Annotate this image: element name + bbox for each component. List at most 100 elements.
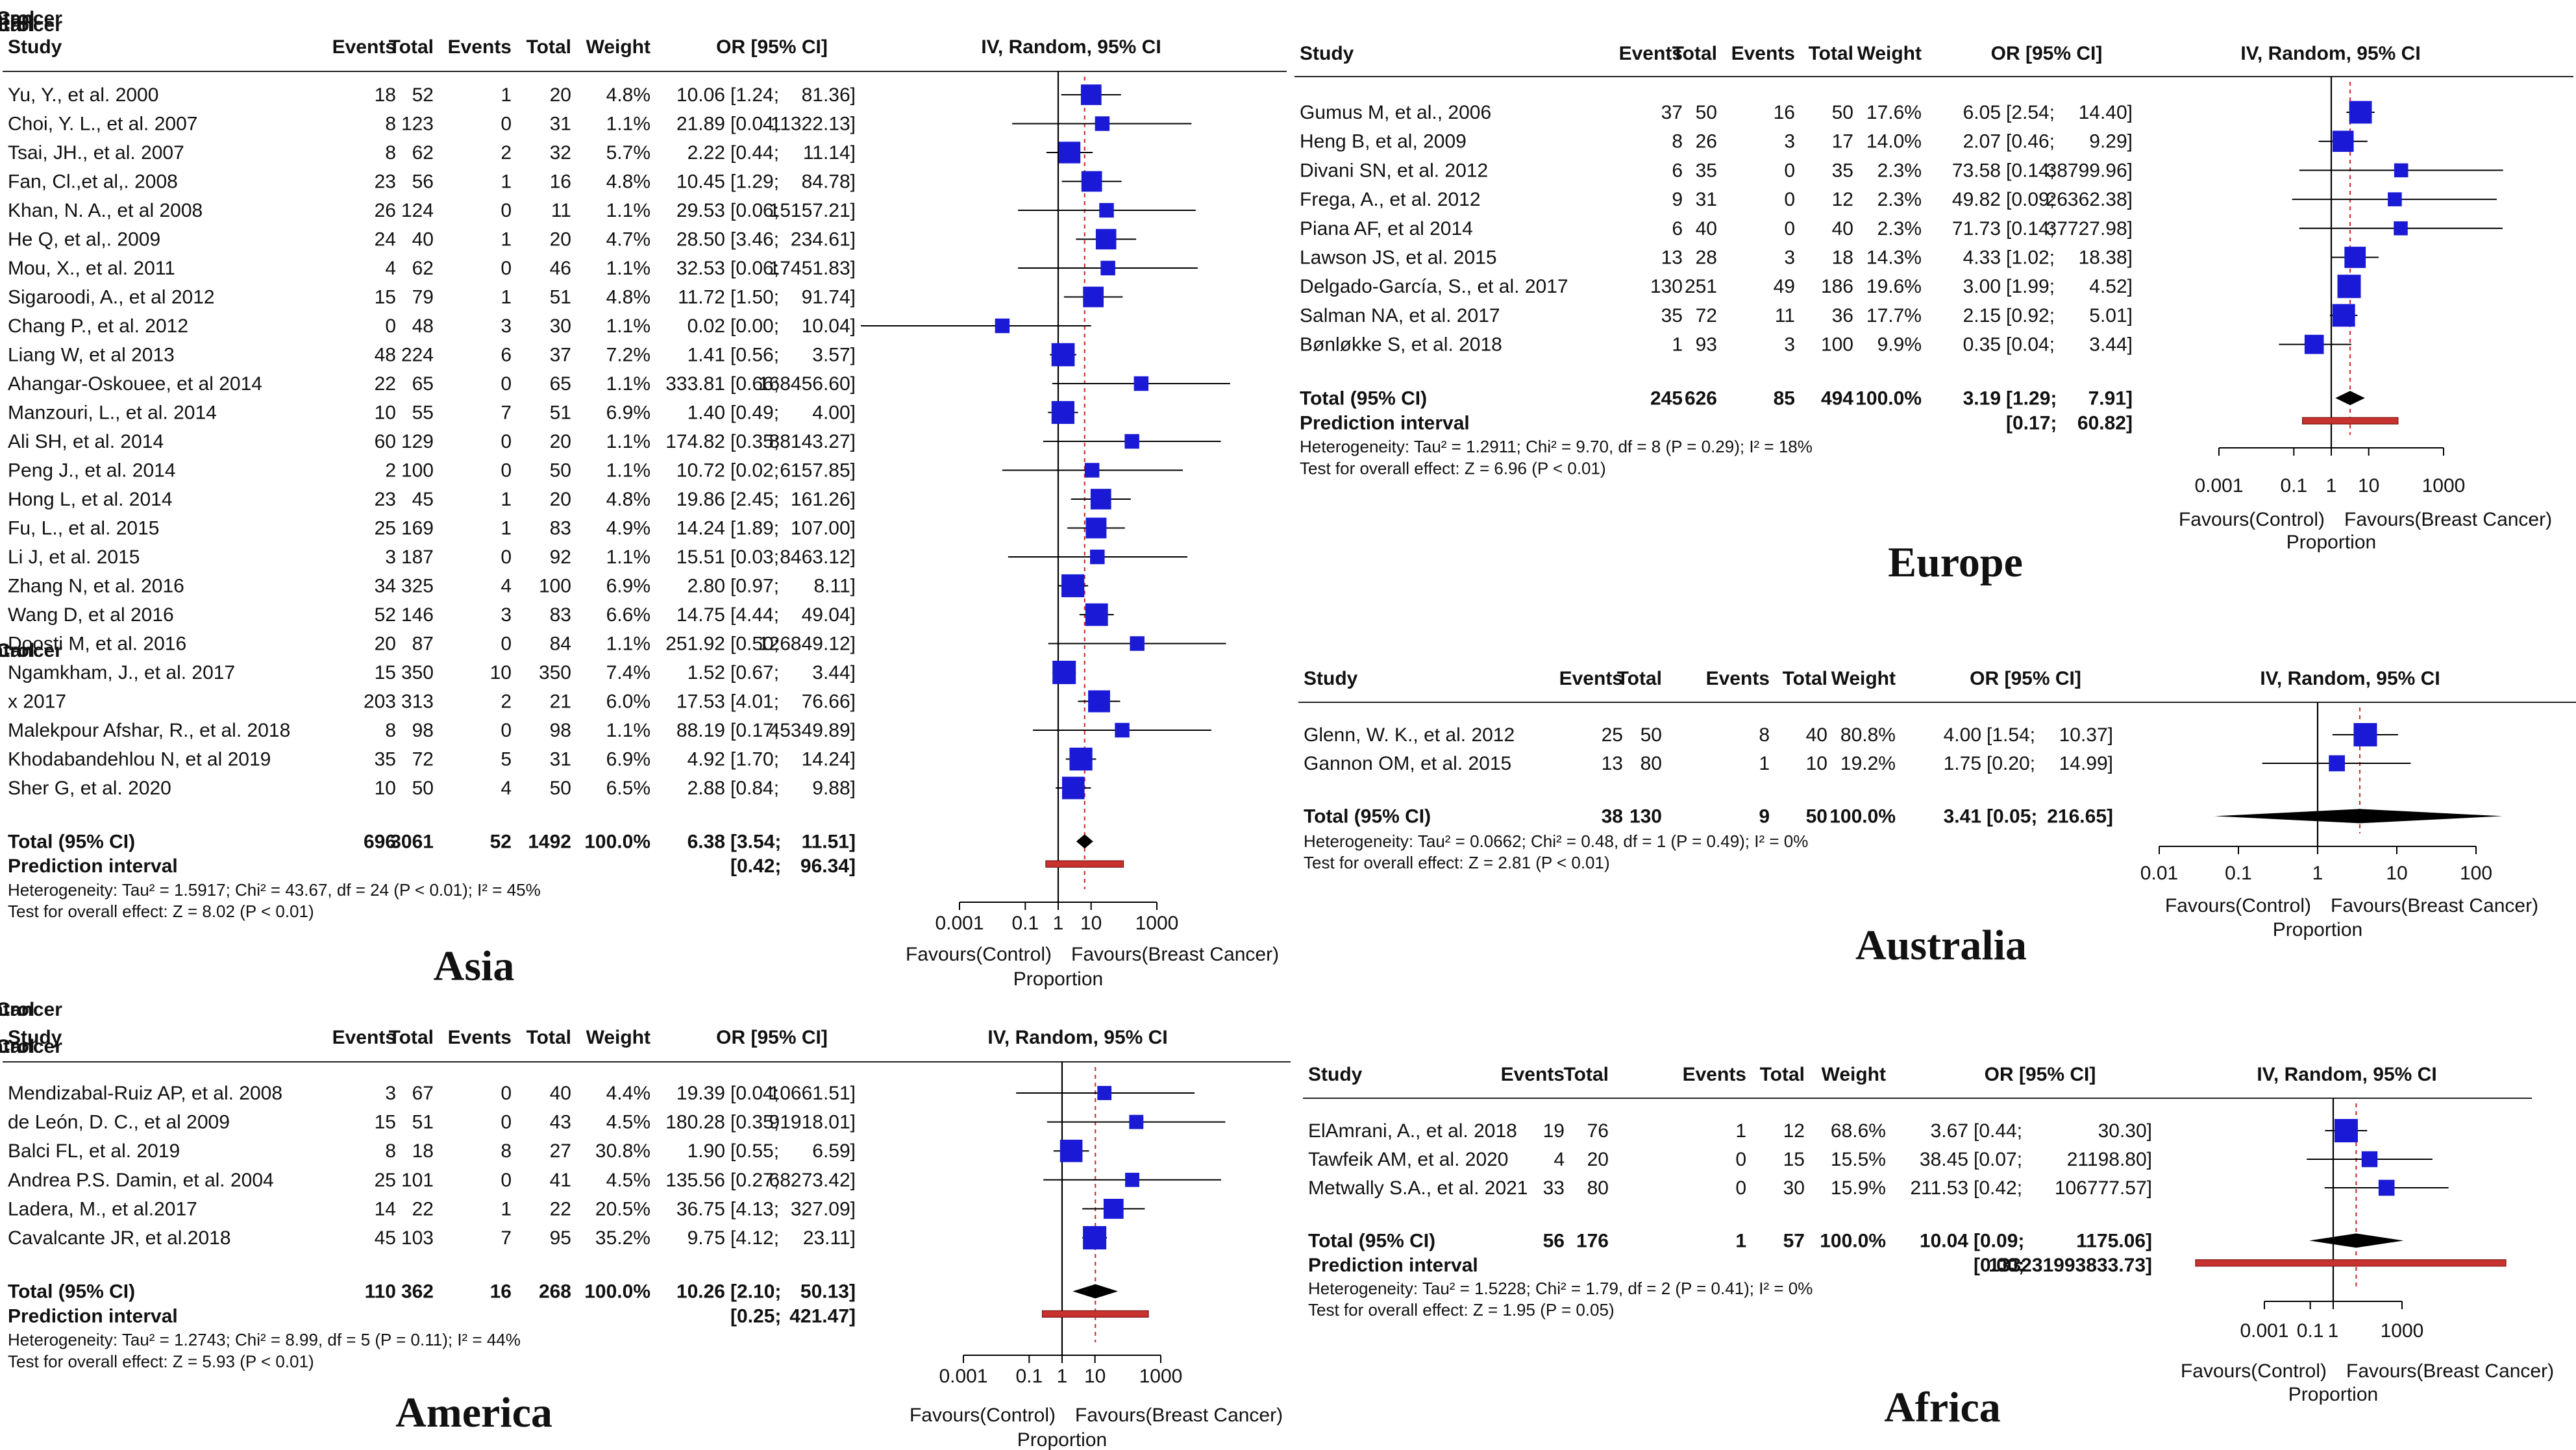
odds-ratio: 4.00: [1944, 724, 1981, 746]
ctrl-total: 84: [550, 633, 571, 655]
favours-control-label: Favours(Control): [2165, 895, 2311, 916]
ctrl-events: 1: [1735, 1120, 1746, 1142]
bc-total: 50: [1641, 724, 1662, 746]
study-name: Fu, L., et al. 2015: [8, 518, 159, 539]
bc-events: 19: [1543, 1120, 1565, 1142]
odds-ratio: 251.92: [665, 633, 725, 655]
total-row: Total (95% CI) 110 362 16 268 100.0% 10.26 [2.1…: [8, 1281, 1119, 1303]
ci-upper: 38799.96]: [2046, 160, 2133, 181]
study-row: Choi, Y. L., et al. 2007 8 123 0 31 1.1% 21.89…: [8, 114, 1192, 135]
bc-total: 28: [1696, 247, 1717, 269]
header-beast-cancer: Beast Cancer: [0, 640, 62, 661]
header-bc-events: Events: [1559, 668, 1623, 689]
ci-upper: 88143.27]: [769, 431, 856, 452]
odds-ratio: 180.28: [665, 1112, 725, 1133]
total-weight: 100.0%: [1820, 1230, 1886, 1251]
prediction-label: Prediction interval: [8, 1305, 178, 1327]
study-name: Peng J., et al. 2014: [8, 460, 176, 482]
prediction-bar: [1041, 1310, 1149, 1318]
ctrl-total: 83: [550, 604, 571, 626]
total-ctrl-total: 494: [1821, 387, 1853, 409]
odds-ratio: 19.86: [676, 489, 725, 510]
odds-ratio: 2.88: [687, 778, 725, 799]
header-or: OR [95% CI]: [1991, 43, 2103, 64]
ctrl-events: 11: [1775, 305, 1795, 326]
weight: 35.2%: [595, 1227, 650, 1249]
bc-total: 72: [412, 749, 434, 770]
ci-upper: 49.04]: [802, 604, 856, 626]
study-row: Khan, N. A., et al 2008 26 124 0 11 1.1% 29.53…: [8, 200, 1196, 221]
bc-total: 80: [1587, 1177, 1609, 1199]
study-name: Khan, N. A., et al 2008: [8, 200, 203, 221]
effect-box: [1115, 722, 1130, 738]
effect-box: [1095, 116, 1110, 131]
bc-events: 3: [385, 1083, 396, 1104]
region-title: Asia: [434, 942, 515, 990]
study-name: Khodabandehlou N, et al 2019: [8, 749, 271, 770]
bc-total: 20: [1587, 1149, 1609, 1170]
weight: 6.5%: [606, 778, 650, 799]
study-row: Bønløkke S, et al. 2018 1 93 3 100 9.9% 0.35 [0…: [1300, 334, 2351, 356]
header-bc-events: Events: [332, 36, 396, 58]
header-ctrl-total: Total: [526, 1027, 571, 1048]
effect-box: [2378, 1179, 2395, 1196]
ci-upper: 14.99]: [2059, 753, 2113, 774]
ci-lower: [0.27;: [730, 1170, 779, 1191]
weight: 17.6%: [1866, 102, 1922, 123]
overall-effect-text: Test for overall effect: Z = 6.96 (P < 0…: [1300, 459, 1606, 478]
ci-lower: [0.17;: [730, 720, 779, 741]
overall-effect-text: Test for overall effect: Z = 1.95 (P = 0…: [1308, 1300, 1615, 1320]
ctrl-total: 12: [1832, 189, 1853, 210]
ci-upper: 26362.38]: [2046, 189, 2133, 210]
bc-total: 65: [412, 373, 434, 395]
study-name: x 2017: [8, 691, 66, 713]
header-beast-cancer: Beast Cancer: [0, 999, 62, 1020]
ctrl-events: 1: [501, 1198, 512, 1220]
study-row: Mendizabal-Ruiz AP, et al. 2008 3 67 0 40 4.4…: [8, 1083, 1195, 1104]
header-ctrl-events: Events: [448, 1027, 512, 1048]
ci-upper: 37727.98]: [2046, 218, 2133, 240]
ci-lower: [0.06;: [730, 200, 779, 221]
ctrl-total: 65: [550, 373, 571, 395]
odds-ratio: 32.53: [676, 258, 725, 279]
total-ctrl-events: 16: [490, 1281, 512, 1303]
ci-upper: 4.52]: [2089, 276, 2133, 297]
effect-box: [2394, 163, 2409, 178]
axis-caption: Proportion: [1017, 1429, 1107, 1450]
bc-events: 22: [375, 373, 396, 395]
prediction-row: Prediction interval [0.42; 96.34]: [8, 855, 1124, 877]
header-ctrl-total: Total: [1783, 668, 1827, 689]
study-row: Delgado-García, S., et al. 2017 130 251 49 1…: [1300, 275, 2361, 299]
pooled-diamond: [2335, 391, 2365, 406]
study-name: Gumus M, et al., 2006: [1300, 102, 1491, 123]
odds-ratio: 6.05: [1963, 102, 2001, 123]
header-ctrl-events: Events: [1683, 1064, 1746, 1085]
weight: 15.9%: [1831, 1177, 1886, 1199]
header-weight: Weight: [1857, 43, 1922, 64]
ci-lower: [0.42;: [1974, 1177, 2022, 1199]
ctrl-total: 30: [550, 315, 571, 337]
weight: 6.0%: [606, 691, 650, 713]
total-ci-upper: 1175.06]: [2076, 1230, 2152, 1251]
effect-box: [2394, 221, 2408, 236]
ctrl-events: 1: [501, 287, 512, 308]
ci-upper: 10.37]: [2059, 724, 2113, 746]
ctrl-events: 4: [501, 576, 512, 597]
odds-ratio: 9.75: [687, 1227, 725, 1249]
ctrl-events: 0: [1784, 218, 1795, 240]
study-name: Tsai, JH., et al. 2007: [8, 142, 184, 164]
weight: 7.2%: [606, 345, 650, 366]
bc-total: 169: [401, 518, 434, 539]
study-row: Li J, et al. 2015 3 187 0 92 1.1% 15.51 [0.03; 8…: [8, 547, 1187, 568]
bc-total: 45: [412, 489, 434, 510]
ctrl-events: 1: [501, 489, 512, 510]
prediction-lower: [0.25;: [730, 1305, 781, 1327]
odds-ratio: 71.73: [1952, 218, 2001, 240]
ci-upper: 68273.42]: [769, 1170, 856, 1191]
ci-upper: 10.04]: [802, 315, 856, 337]
ci-lower: [4.01;: [730, 691, 779, 713]
ctrl-events: 3: [1784, 131, 1795, 153]
total-ctrl-events: 52: [490, 831, 512, 852]
header-beast-cancer: Beast Cancer: [0, 8, 62, 29]
ci-lower: [0.04;: [730, 1083, 779, 1104]
